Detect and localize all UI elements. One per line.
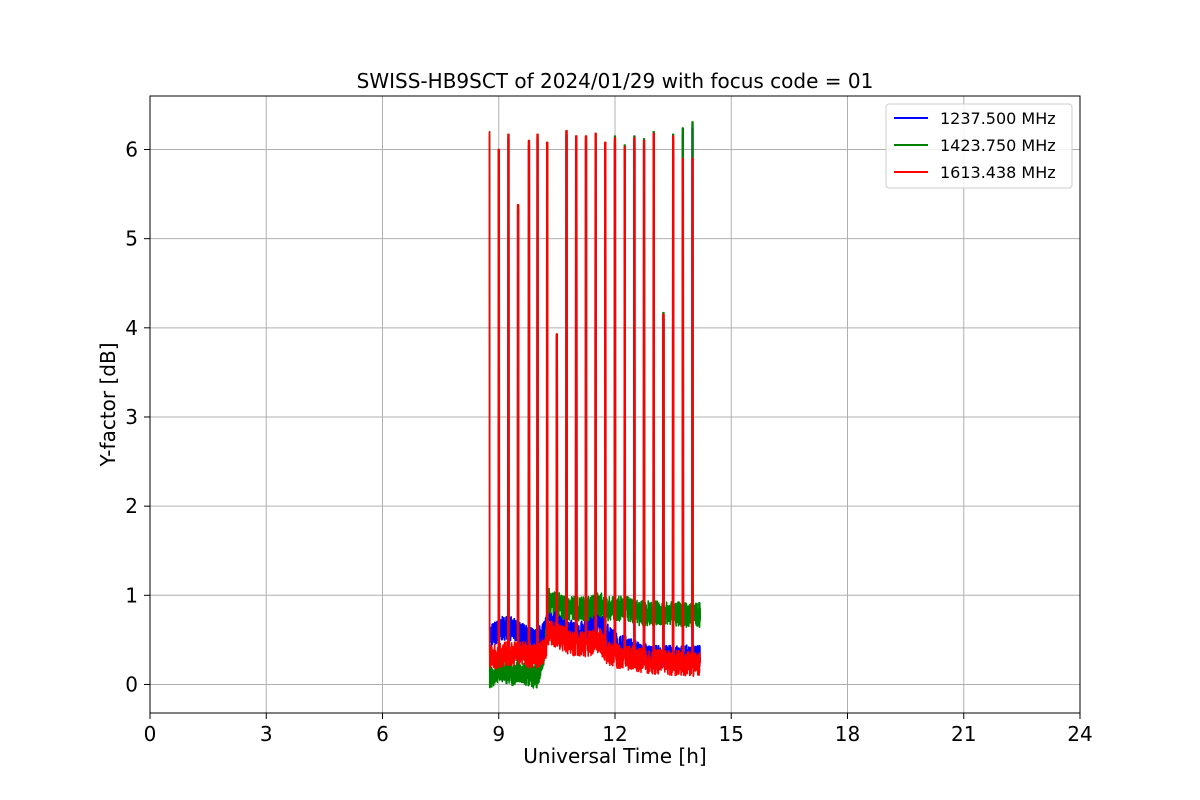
x-tick-label: 15: [719, 722, 744, 746]
data-layer: [488, 121, 702, 689]
chart-title: SWISS-HB9SCT of 2024/01/29 with focus co…: [357, 69, 874, 93]
x-tick-label: 21: [951, 722, 976, 746]
y-axis-label: Y-factor [dB]: [96, 342, 120, 467]
x-tick-label: 18: [835, 722, 860, 746]
x-tick-label: 24: [1067, 722, 1092, 746]
legend-entry: 1613.438 MHz: [940, 163, 1056, 182]
y-tick-label: 2: [125, 494, 138, 518]
y-tick-label: 0: [125, 672, 138, 696]
x-tick-label: 6: [376, 722, 389, 746]
legend: 1237.500 MHz 1423.750 MHz 1613.438 MHz: [885, 103, 1073, 189]
legend-box: [885, 103, 1073, 189]
x-tick-label: 12: [602, 722, 627, 746]
x-axis-label: Universal Time [h]: [523, 744, 706, 768]
y-tick-label: 5: [125, 227, 138, 251]
legend-entry: 1237.500 MHz: [940, 109, 1056, 128]
x-tick-label: 0: [144, 722, 157, 746]
series-line-2: [488, 130, 702, 678]
legend-entry: 1423.750 MHz: [940, 136, 1056, 155]
y-tick-label: 1: [125, 583, 138, 607]
y-tick-label: 4: [125, 316, 138, 340]
x-tick-label: 3: [260, 722, 273, 746]
y-tick-label: 6: [125, 137, 138, 161]
y-tick-label: 3: [125, 405, 138, 429]
x-tick-label: 9: [492, 722, 505, 746]
